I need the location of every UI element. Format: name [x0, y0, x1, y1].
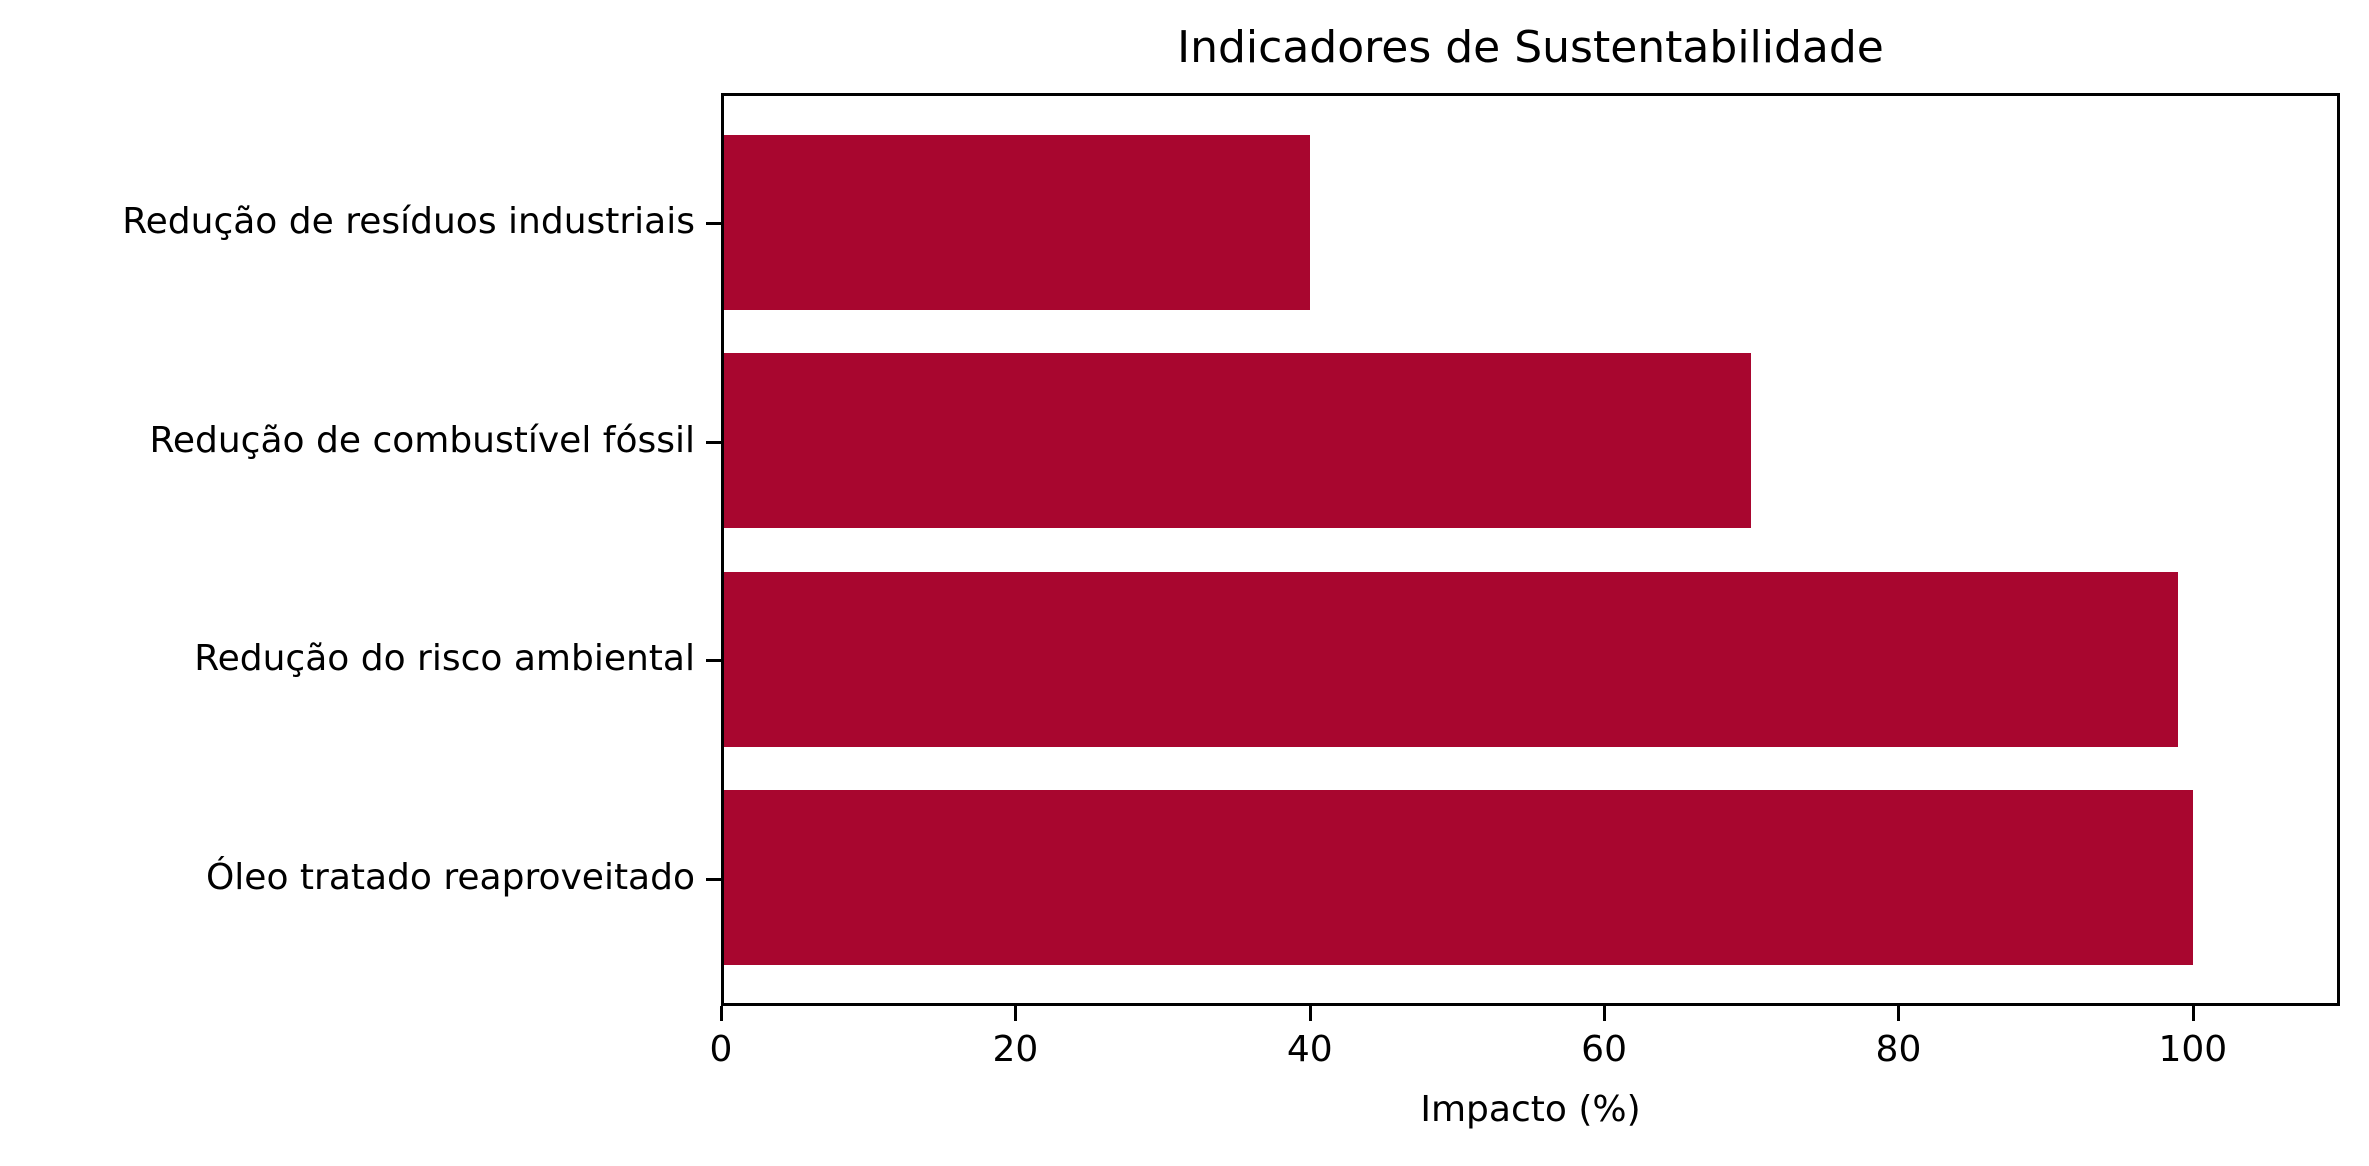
- x-tick-mark: [1603, 1006, 1607, 1021]
- bar: [724, 790, 2193, 965]
- x-axis-label: Impacto (%): [1420, 1089, 1641, 1130]
- y-tick-label: Redução de combustível fóssil: [149, 419, 695, 461]
- x-tick-mark: [720, 1006, 723, 1021]
- y-tick-mark: [706, 222, 722, 225]
- bar: [724, 353, 1752, 528]
- x-tick-label: 80: [1875, 1029, 1922, 1070]
- x-tick-label: 60: [1581, 1029, 1627, 1070]
- y-tick-mark: [706, 659, 722, 662]
- y-tick-mark: [706, 440, 722, 444]
- x-tick-mark: [2191, 1006, 2195, 1021]
- x-tick-mark: [1308, 1006, 1312, 1021]
- chart-title: Indicadores de Sustentabilidade: [1177, 22, 1884, 73]
- plot-area: [706, 93, 2340, 1006]
- bar: [724, 571, 2179, 747]
- x-tick-label: 0: [709, 1029, 733, 1070]
- x-tick-label: 40: [1286, 1029, 1333, 1070]
- x-tick-mark: [1897, 1006, 1901, 1021]
- y-tick-label: Redução do risco ambiental: [194, 638, 695, 679]
- y-tick-label: Redução de resíduos industriais: [122, 201, 695, 242]
- y-tick-mark: [706, 877, 722, 881]
- y-tick-label: Óleo tratado reaproveitado: [205, 856, 695, 898]
- bar: [724, 134, 1310, 310]
- x-tick-mark: [1014, 1006, 1018, 1021]
- x-tick-label: 100: [2158, 1029, 2228, 1070]
- x-tick-label: 20: [992, 1029, 1039, 1070]
